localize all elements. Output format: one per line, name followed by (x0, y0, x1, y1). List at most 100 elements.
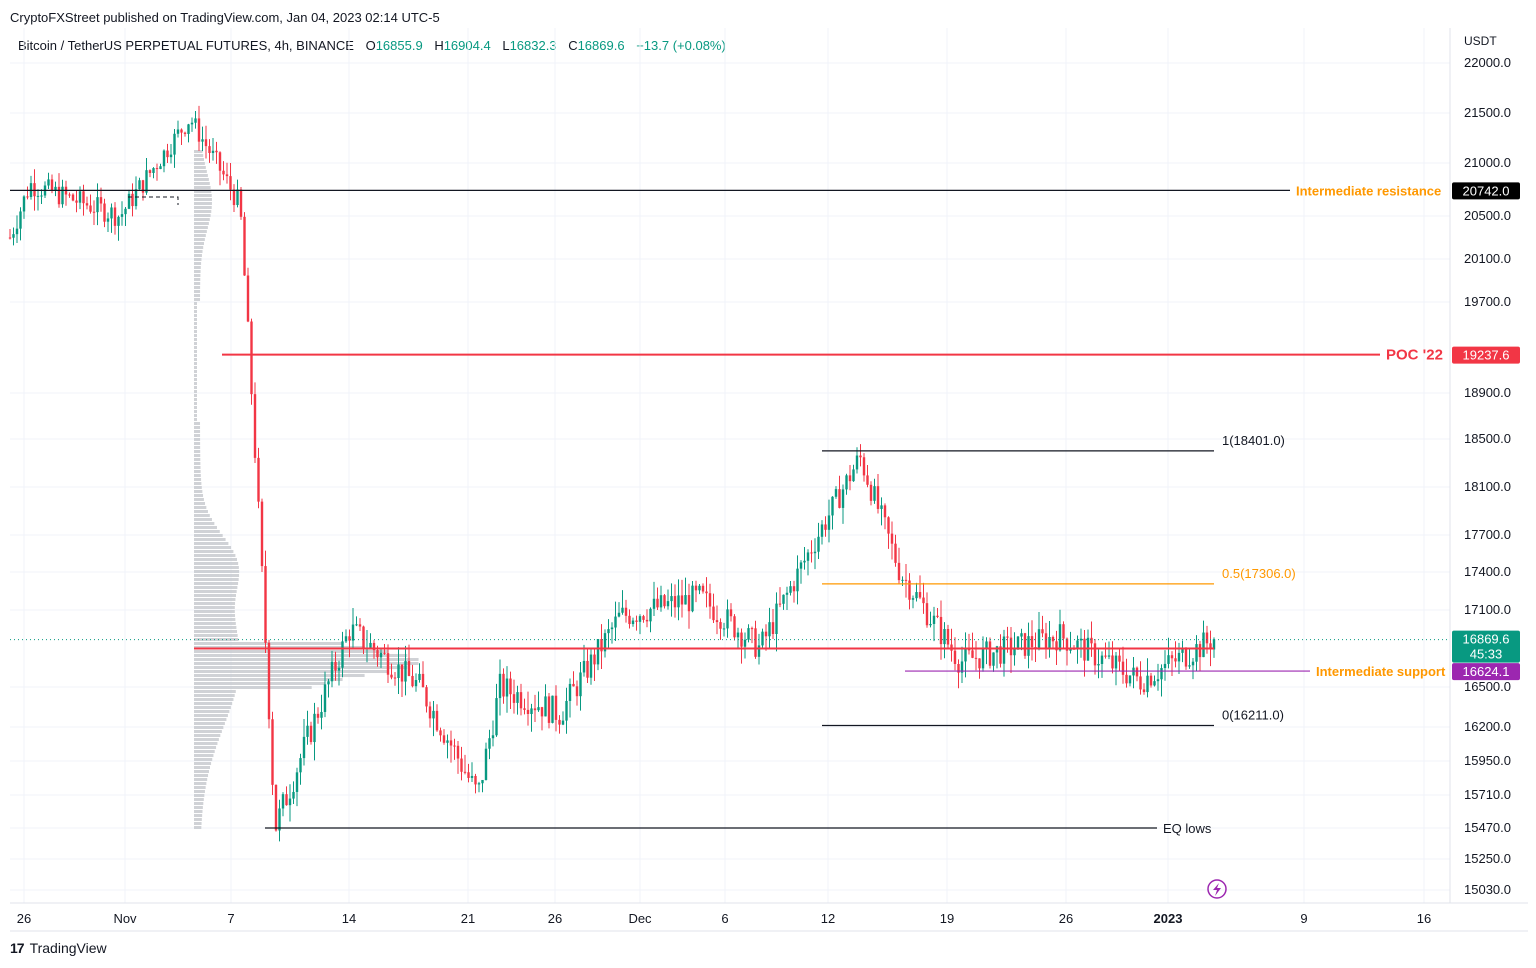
candle (278, 799, 281, 842)
candle-body (666, 601, 670, 607)
candle (1034, 632, 1037, 662)
candle-body (89, 205, 92, 212)
candle-body (110, 207, 113, 219)
price-tick-label: 21500.0 (1464, 105, 1511, 120)
candle (586, 648, 589, 684)
candle (159, 163, 162, 170)
candle-body (719, 622, 722, 629)
candle (635, 615, 638, 631)
volume-profile-bar (194, 358, 197, 361)
candle (306, 710, 309, 745)
candle (1181, 640, 1184, 663)
candle (288, 784, 292, 822)
candle-body (614, 616, 617, 628)
candle-body (1149, 675, 1153, 686)
volume-profile-bar (194, 686, 312, 689)
candle (215, 141, 218, 164)
volume-profile-bar (194, 346, 197, 349)
candle-body (383, 652, 386, 654)
candle (558, 715, 561, 734)
candle-body (117, 216, 120, 226)
candle (1100, 651, 1104, 678)
candle (1156, 663, 1160, 691)
candle (1051, 635, 1055, 649)
volume-profile-bar (194, 342, 197, 345)
candle (572, 671, 575, 687)
candle (908, 573, 911, 610)
candle (554, 685, 558, 732)
candle-body (1205, 632, 1209, 644)
candle-body (918, 592, 922, 598)
candle (1111, 641, 1114, 674)
candle (600, 624, 603, 670)
candle (1135, 666, 1139, 682)
candle-body (12, 234, 15, 238)
volume-profile-bar (194, 802, 204, 805)
candle (355, 616, 358, 627)
candle-body (1191, 661, 1195, 666)
candle (838, 475, 841, 509)
candle (1083, 630, 1086, 677)
candle (397, 647, 400, 694)
volume-profile-bar (194, 334, 197, 337)
candle-body (222, 170, 225, 175)
candle (894, 534, 897, 567)
volume-profile-bar (194, 442, 201, 445)
candle-body (1037, 629, 1041, 649)
candle (320, 694, 323, 730)
tradingview-logo[interactable]: 17 TradingView (10, 940, 107, 956)
candle (659, 585, 663, 612)
volume-profile-bar (194, 662, 419, 665)
candle-body (1202, 632, 1205, 658)
candle (358, 618, 362, 631)
candle-body (929, 623, 932, 626)
candle (628, 609, 631, 629)
candle-body (113, 207, 117, 226)
candle (446, 734, 449, 759)
candle-body (582, 660, 586, 673)
symbol-name: Bitcoin / TetherUS PERPETUAL FUTURES, 4h… (18, 38, 354, 53)
candle (1037, 612, 1041, 651)
volume-profile-bar (194, 394, 197, 397)
candle (883, 503, 887, 530)
candle (631, 617, 635, 627)
close-label: C (568, 38, 578, 53)
candle (547, 692, 551, 729)
candle (1174, 641, 1177, 668)
candle-body (1170, 655, 1174, 659)
candle (726, 599, 729, 638)
candle-body (946, 628, 950, 645)
candle-body (880, 505, 883, 509)
candle (957, 659, 960, 689)
price-tick-label: 17100.0 (1464, 602, 1511, 617)
candle (505, 666, 509, 713)
candle (540, 706, 544, 731)
time-tick-label: 26 (1059, 911, 1073, 926)
candle-body (1076, 640, 1079, 650)
candle (138, 177, 141, 190)
volume-profile-bar (194, 194, 212, 197)
candle (820, 520, 824, 545)
candle (15, 215, 19, 244)
volume-profile-bar (194, 622, 236, 625)
candle (1118, 648, 1121, 672)
candle (22, 195, 26, 219)
volume-profile-bar (194, 274, 201, 277)
candle (281, 792, 285, 817)
candle-body (656, 598, 659, 608)
candle (127, 189, 131, 210)
candle (131, 183, 134, 217)
symbol-legend[interactable]: Bitcoin / TetherUS PERPETUAL FUTURES, 4h… (18, 38, 726, 53)
price-tick-label: 18900.0 (1464, 385, 1511, 400)
candle (155, 163, 159, 181)
candle-body (313, 713, 316, 743)
candle-body (397, 664, 400, 678)
candle-body (726, 609, 729, 629)
volume-profile-bar (194, 434, 201, 437)
candle (75, 190, 78, 213)
candle (99, 187, 103, 212)
candle-body (463, 771, 467, 773)
candle-body (201, 139, 204, 142)
candle-body (936, 615, 939, 617)
